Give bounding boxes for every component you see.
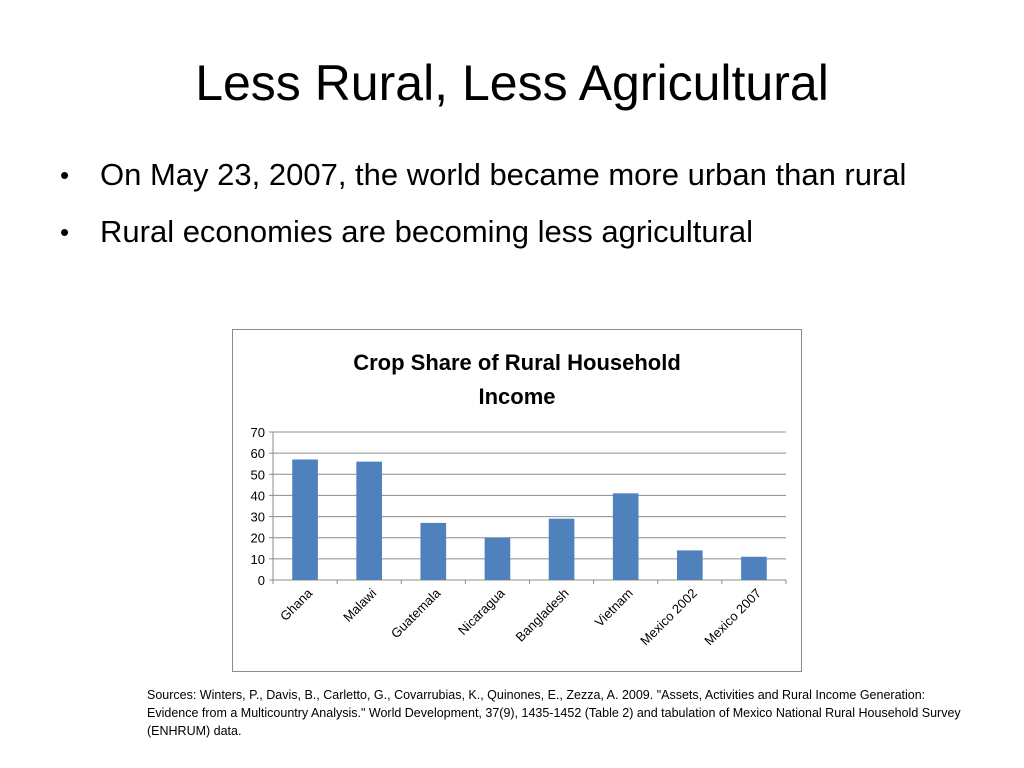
y-tick-label: 20	[251, 531, 265, 546]
bullet-item: • Rural economies are becoming less agri…	[58, 209, 958, 255]
bullet-dot-icon: •	[60, 217, 70, 247]
y-tick-label: 60	[251, 446, 265, 461]
x-tick-label: Ghana	[277, 585, 316, 624]
x-tick-label: Vietnam	[592, 586, 636, 630]
slide-title: Less Rural, Less Agricultural	[195, 55, 829, 111]
bar-mexico-2007	[741, 556, 767, 580]
y-tick-label: 50	[251, 467, 265, 482]
y-tick-label: 0	[258, 573, 265, 588]
x-tick-label: Mexico 2002	[637, 586, 700, 649]
x-tick-label: Nicaragua	[455, 585, 508, 638]
bullet-text: Rural economies are becoming less agricu…	[100, 214, 754, 249]
sources-citation: Sources: Winters, P., Davis, B., Carlett…	[147, 688, 961, 738]
x-tick-label: Guatemala	[388, 585, 444, 641]
bar-guatemala	[420, 522, 447, 580]
bar-bangladesh	[548, 518, 575, 580]
chart-frame: Crop Share of Rural Household Income 0 10…	[232, 329, 802, 672]
bar-mexico-2002	[676, 550, 703, 580]
bullet-list: • On May 23, 2007, the world became more…	[58, 152, 958, 266]
bar-nicaragua	[484, 537, 511, 580]
x-tick-label: Bangladesh	[513, 586, 572, 645]
bullet-item: • On May 23, 2007, the world became more…	[58, 152, 958, 198]
y-tick-label: 10	[251, 552, 265, 567]
x-tick-label: Mexico 2007	[701, 586, 764, 649]
y-tick-label: 40	[251, 488, 265, 503]
bar-ghana	[292, 459, 318, 580]
bullet-dot-icon: •	[60, 160, 70, 190]
y-tick-label: 30	[251, 510, 265, 525]
bar-malawi	[356, 461, 383, 580]
bullet-text: On May 23, 2007, the world became more u…	[100, 157, 907, 192]
x-tick-label: Malawi	[340, 585, 379, 624]
y-tick-label: 70	[251, 425, 265, 440]
bar-chart: Crop Share of Rural Household Income 0 10…	[251, 350, 787, 649]
chart-title: Crop Share of Rural Household	[353, 350, 681, 375]
bar-vietnam	[612, 493, 639, 580]
chart-title: Income	[478, 384, 555, 409]
